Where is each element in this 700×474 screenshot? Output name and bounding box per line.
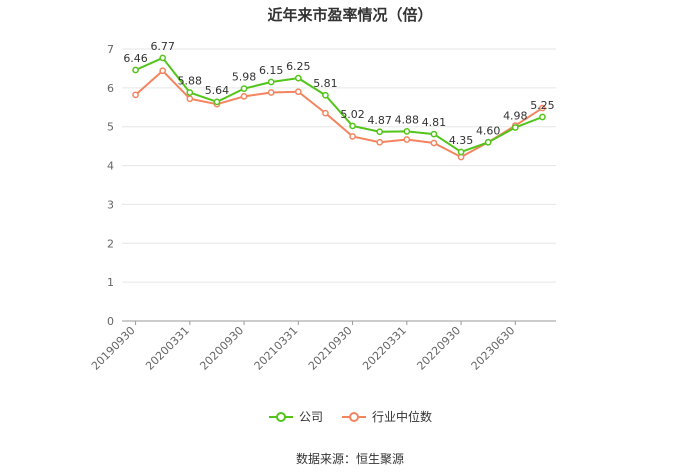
data-point-industry-median bbox=[376, 138, 384, 146]
data-point-company bbox=[186, 89, 194, 96]
x-tick-label: 20210930 bbox=[306, 324, 355, 373]
data-point-industry-median bbox=[294, 88, 302, 96]
y-tick-label: 1 bbox=[107, 276, 114, 289]
data-point-company bbox=[294, 74, 302, 82]
data-label: 5.98 bbox=[232, 71, 257, 84]
data-point-industry-median bbox=[349, 133, 356, 140]
data-point-industry-median bbox=[322, 109, 329, 117]
chart-title: 近年来市盈率情况（倍） bbox=[267, 6, 433, 24]
data-label: 4.35 bbox=[449, 134, 474, 147]
data-point-company bbox=[484, 138, 492, 146]
data-point-industry-median bbox=[430, 139, 438, 147]
data-label: 6.46 bbox=[123, 52, 148, 65]
data-label: 6.77 bbox=[150, 40, 175, 53]
x-tick-label: 20230630 bbox=[469, 324, 518, 373]
data-point-industry-median bbox=[132, 91, 139, 99]
data-label: 5.81 bbox=[313, 77, 338, 90]
x-tick-label: 20200930 bbox=[197, 324, 246, 373]
data-point-industry-median bbox=[159, 67, 167, 75]
data-point-company bbox=[403, 128, 411, 135]
data-point-company bbox=[457, 148, 465, 156]
data-point-industry-median bbox=[186, 95, 194, 103]
data-label: 6.25 bbox=[286, 60, 311, 73]
data-label: 5.88 bbox=[178, 75, 203, 88]
x-tick-label: 20220331 bbox=[360, 324, 409, 373]
y-tick-label: 4 bbox=[107, 160, 114, 173]
legend-line-marker-icon bbox=[268, 411, 293, 422]
series-line-industry-median bbox=[134, 69, 543, 159]
data-point-company bbox=[511, 124, 519, 131]
data-label: 4.98 bbox=[503, 109, 528, 122]
x-tick-label: 20190930 bbox=[89, 324, 138, 373]
data-label: 5.25 bbox=[530, 99, 555, 112]
x-tick-label: 20220930 bbox=[414, 324, 463, 373]
x-tick-label: 20200331 bbox=[143, 324, 192, 373]
data-point-industry-median bbox=[267, 89, 275, 96]
data-label: 5.64 bbox=[205, 84, 230, 97]
data-point-company bbox=[430, 130, 438, 138]
legend-label-company: 公司 bbox=[298, 410, 323, 424]
y-tick-label: 7 bbox=[107, 43, 114, 56]
data-point-company bbox=[376, 128, 384, 136]
y-tick-label: 3 bbox=[107, 198, 114, 211]
chart-legend: 公司 行业中位数 bbox=[0, 408, 700, 425]
y-tick-label: 2 bbox=[107, 237, 114, 250]
data-label: 4.81 bbox=[422, 116, 447, 129]
data-label: 4.60 bbox=[476, 124, 501, 137]
series-line-company bbox=[135, 56, 543, 153]
data-label: 4.87 bbox=[367, 114, 392, 127]
data-point-company bbox=[240, 85, 248, 92]
data-point-industry-median bbox=[403, 136, 411, 143]
legend-label-industry-median: 行业中位数 bbox=[372, 410, 433, 424]
data-point-company bbox=[213, 98, 221, 106]
data-label: 4.88 bbox=[395, 113, 420, 126]
data-source: 数据来源：恒生聚源 bbox=[295, 452, 404, 466]
data-point-company bbox=[132, 66, 139, 74]
legend-item-industry-median[interactable]: 行业中位数 bbox=[341, 408, 432, 425]
data-point-company bbox=[159, 54, 167, 62]
data-point-company bbox=[322, 91, 329, 99]
y-tick-label: 0 bbox=[107, 315, 114, 328]
data-point-company bbox=[539, 113, 546, 121]
data-label: 6.15 bbox=[259, 64, 284, 77]
y-tick-label: 5 bbox=[107, 121, 114, 134]
data-label: 5.02 bbox=[340, 108, 365, 121]
legend-line-marker-icon bbox=[342, 411, 366, 422]
data-point-company bbox=[349, 122, 356, 130]
x-tick-label: 20210331 bbox=[252, 324, 301, 373]
legend-item-company[interactable]: 公司 bbox=[268, 408, 323, 425]
data-point-company bbox=[267, 78, 275, 86]
data-point-industry-median bbox=[240, 93, 248, 100]
data-point-industry-median bbox=[539, 104, 546, 112]
y-tick-label: 6 bbox=[107, 82, 114, 95]
